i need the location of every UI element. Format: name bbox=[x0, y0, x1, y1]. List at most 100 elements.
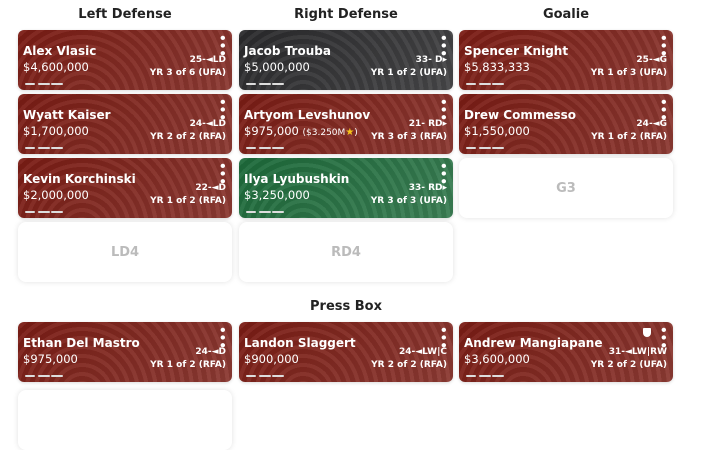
player-name: Ethan Del Mastro bbox=[23, 336, 140, 350]
age-position: 24-◄LD bbox=[189, 119, 226, 129]
dash bbox=[51, 375, 63, 377]
contract: YR 3 of 3 (RFA) bbox=[371, 132, 447, 142]
dash bbox=[479, 375, 491, 377]
menu-button[interactable]: ••• bbox=[436, 98, 450, 122]
bonus: ($3.250M★) bbox=[302, 127, 358, 138]
age-position: 31-◄LW|RW bbox=[608, 347, 667, 357]
player-salary: $4,600,000 bbox=[23, 60, 89, 74]
menu-button[interactable]: ••• bbox=[215, 34, 229, 58]
player-salary: $2,000,000 bbox=[23, 188, 89, 202]
player-card[interactable]: Ilya Lyubushkin $3,250,000 33- RD▸ YR 3 of … bbox=[239, 158, 453, 218]
card-pattern bbox=[18, 94, 232, 154]
empty-slot[interactable] bbox=[18, 390, 232, 450]
dash bbox=[466, 147, 476, 149]
player-salary: $3,250,000 bbox=[244, 188, 310, 202]
menu-button[interactable]: ••• bbox=[436, 34, 450, 58]
player-card[interactable]: Alex Vlasic $4,600,000 25-◄LD YR 3 of 6 (UF… bbox=[18, 30, 232, 90]
contract: YR 3 of 3 (UFA) bbox=[370, 196, 447, 206]
contract: YR 1 of 2 (UFA) bbox=[370, 68, 447, 78]
card-pattern bbox=[239, 30, 453, 90]
salary-value: $3,600,000 bbox=[464, 352, 530, 366]
bonus-value: ($3.250M bbox=[302, 128, 346, 138]
player-card[interactable]: Wyatt Kaiser $1,700,000 24-◄LD YR 2 of 2 (R… bbox=[18, 94, 232, 154]
salary-value: $2,000,000 bbox=[23, 188, 89, 202]
dash bbox=[466, 83, 476, 85]
dash bbox=[51, 147, 63, 149]
dash bbox=[479, 83, 491, 85]
contract: YR 2 of 2 (RFA) bbox=[371, 360, 447, 370]
empty-slot[interactable]: LD4 bbox=[18, 222, 232, 282]
salary-value: $1,550,000 bbox=[464, 124, 530, 138]
menu-button[interactable]: ••• bbox=[436, 326, 450, 350]
shield-icon bbox=[643, 328, 651, 337]
player-name: Wyatt Kaiser bbox=[23, 108, 111, 122]
dash bbox=[25, 375, 35, 377]
card-pattern bbox=[18, 30, 232, 90]
player-card[interactable]: Ethan Del Mastro $975,000 24-◄D YR 1 of 2 (… bbox=[18, 322, 232, 382]
column-title: Right Defense bbox=[294, 7, 398, 22]
age-position: 25-◄LD bbox=[189, 55, 226, 65]
player-card[interactable]: Spencer Knight $5,833,333 25-◄G YR 1 of 3 (… bbox=[459, 30, 673, 90]
dash bbox=[492, 83, 504, 85]
player-salary: $5,833,333 bbox=[464, 60, 530, 74]
dash bbox=[51, 83, 63, 85]
menu-button[interactable]: ••• bbox=[215, 326, 229, 350]
player-name: Jacob Trouba bbox=[244, 44, 331, 58]
menu-button[interactable]: ••• bbox=[215, 162, 229, 186]
player-name: Drew Commesso bbox=[464, 108, 577, 122]
menu-button[interactable]: ••• bbox=[436, 162, 450, 186]
player-name: Ilya Lyubushkin bbox=[244, 172, 350, 186]
dash bbox=[38, 147, 50, 149]
menu-button[interactable]: ••• bbox=[656, 34, 670, 58]
age-position: 33- D▸ bbox=[415, 55, 447, 65]
dash bbox=[38, 83, 50, 85]
card-pattern bbox=[18, 322, 232, 382]
dash bbox=[272, 147, 284, 149]
empty-slot[interactable]: G3 bbox=[459, 158, 673, 218]
player-name: Alex Vlasic bbox=[23, 44, 97, 58]
dash bbox=[272, 211, 284, 213]
age-position: 21- RD▸ bbox=[408, 119, 447, 129]
dash bbox=[466, 375, 476, 377]
dash bbox=[246, 211, 256, 213]
dash bbox=[272, 83, 284, 85]
dash bbox=[38, 211, 50, 213]
player-salary: $975,000 ($3.250M★) bbox=[244, 124, 358, 138]
player-card[interactable]: Artyom Levshunov $975,000 ($3.250M★) 21- R… bbox=[239, 94, 453, 154]
player-card[interactable]: Landon Slaggert $900,000 24-◄LW|C YR 2 of 2… bbox=[239, 322, 453, 382]
dash bbox=[259, 375, 271, 377]
player-card[interactable]: Andrew Mangiapane $3,600,000 31-◄LW|RW YR 2… bbox=[459, 322, 673, 382]
card-pattern bbox=[239, 94, 453, 154]
menu-button[interactable]: ••• bbox=[215, 98, 229, 122]
bonus-close: ) bbox=[354, 128, 358, 138]
column-title: Goalie bbox=[542, 7, 590, 22]
player-salary: $1,550,000 bbox=[464, 124, 530, 138]
dash bbox=[259, 83, 271, 85]
player-salary: $5,000,000 bbox=[244, 60, 310, 74]
section-title: Press Box bbox=[310, 299, 382, 314]
player-card[interactable]: Drew Commesso $1,550,000 24-◄G YR 1 of 2 (R… bbox=[459, 94, 673, 154]
menu-button[interactable]: ••• bbox=[656, 326, 670, 350]
age-position: 33- RD▸ bbox=[408, 183, 447, 193]
empty-slot[interactable]: RD4 bbox=[239, 222, 453, 282]
contract: YR 2 of 2 (RFA) bbox=[150, 132, 226, 142]
column-title: Left Defense bbox=[78, 7, 172, 22]
player-salary: $975,000 bbox=[23, 352, 78, 366]
contract: YR 2 of 2 (UFA) bbox=[590, 360, 667, 370]
card-pattern bbox=[459, 30, 673, 90]
dash bbox=[25, 147, 35, 149]
player-card[interactable]: Jacob Trouba $5,000,000 33- D▸ YR 1 of 2 (U… bbox=[239, 30, 453, 90]
salary-value: $3,250,000 bbox=[244, 188, 310, 202]
player-card[interactable]: Kevin Korchinski $2,000,000 22-◄D YR 1 of 2… bbox=[18, 158, 232, 218]
card-pattern bbox=[459, 322, 673, 382]
salary-value: $4,600,000 bbox=[23, 60, 89, 74]
contract: YR 3 of 6 (UFA) bbox=[149, 68, 226, 78]
dash bbox=[259, 147, 271, 149]
card-pattern bbox=[239, 322, 453, 382]
player-salary: $1,700,000 bbox=[23, 124, 89, 138]
menu-button[interactable]: ••• bbox=[656, 98, 670, 122]
contract: YR 1 of 3 (UFA) bbox=[590, 68, 667, 78]
star-icon: ★ bbox=[345, 127, 355, 138]
age-position: 22-◄D bbox=[195, 183, 226, 193]
dash bbox=[479, 147, 491, 149]
